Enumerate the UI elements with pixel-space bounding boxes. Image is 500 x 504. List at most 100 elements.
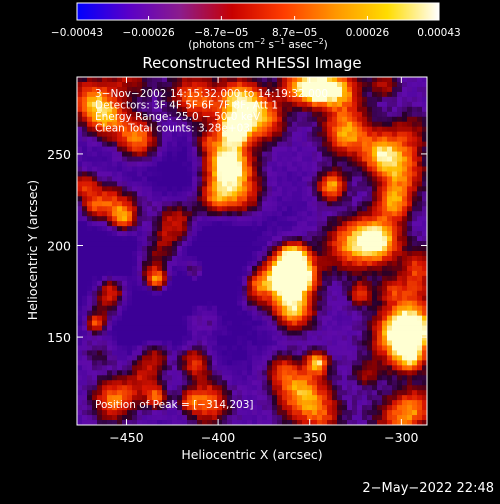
heatmap-cell (172, 121, 178, 128)
heatmap-cell (357, 126, 363, 133)
heatmap-cell (287, 77, 293, 83)
heatmap-cell (332, 81, 338, 88)
heatmap-cell (392, 375, 398, 381)
heatmap-cell (242, 91, 248, 98)
heatmap-cell (372, 375, 378, 381)
heatmap-cell (322, 340, 328, 346)
heatmap-cell (192, 141, 198, 147)
heatmap-cell (362, 156, 368, 162)
heatmap-cell (232, 350, 238, 356)
heatmap-cell (252, 211, 258, 217)
heatmap-cell (212, 285, 218, 292)
heatmap-cell (377, 81, 383, 88)
heatmap-cell (392, 141, 398, 147)
heatmap-cell (92, 345, 98, 351)
heatmap-cell (317, 196, 323, 202)
heatmap-cell (117, 280, 123, 287)
heatmap-cell (332, 186, 338, 192)
heatmap-cell (292, 310, 298, 317)
heatmap-cell (367, 191, 373, 197)
heatmap-cell (202, 246, 208, 252)
heatmap-cell (197, 405, 203, 411)
heatmap-cell (287, 116, 293, 123)
heatmap-cell (182, 280, 188, 287)
heatmap-cell (122, 370, 128, 376)
heatmap-cell (117, 201, 123, 207)
heatmap-cell (237, 390, 243, 396)
heatmap-cell (122, 340, 128, 346)
heatmap-cell (282, 126, 288, 133)
heatmap-cell (117, 310, 123, 317)
heatmap-cell (292, 211, 298, 217)
heatmap-cell (152, 201, 158, 207)
heatmap-cell (117, 121, 123, 128)
heatmap-cell (347, 270, 353, 277)
heatmap-cell (112, 101, 118, 108)
heatmap-cell (82, 300, 88, 307)
heatmap-cell (312, 186, 318, 192)
heatmap-cell (242, 96, 248, 103)
heatmap-cell (247, 81, 253, 88)
heatmap-cell (342, 285, 348, 292)
heatmap-cell (422, 295, 427, 302)
heatmap-cell (207, 420, 213, 425)
heatmap-cell (157, 96, 163, 103)
heatmap-cell (312, 226, 318, 232)
heatmap-cell (277, 330, 283, 336)
heatmap-cell (267, 77, 273, 83)
heatmap-cell (157, 246, 163, 252)
heatmap-cell (117, 241, 123, 247)
heatmap-cell (227, 226, 233, 232)
heatmap-cell (347, 236, 353, 242)
heatmap-cell (382, 335, 388, 341)
colorbar-tick-label: 0.00026 (346, 27, 390, 39)
heatmap-cell (217, 136, 223, 143)
heatmap-cell (182, 236, 188, 242)
heatmap-cell (422, 191, 427, 197)
heatmap-cell (172, 270, 178, 277)
heatmap-cell (347, 126, 353, 133)
heatmap-cell (167, 106, 173, 113)
heatmap-cell (332, 345, 338, 351)
heatmap-cell (272, 385, 278, 391)
heatmap-cell (122, 231, 128, 237)
heatmap-cell (387, 345, 393, 351)
heatmap-cell (132, 126, 138, 133)
heatmap-cell (132, 310, 138, 317)
heatmap-cell (347, 295, 353, 302)
heatmap-cell (177, 360, 183, 366)
heatmap-cell (337, 285, 343, 292)
heatmap-cell (152, 380, 158, 386)
heatmap-cell (127, 345, 133, 351)
heatmap-cell (112, 141, 118, 147)
heatmap-cell (177, 77, 183, 83)
heatmap-cell (422, 255, 427, 262)
heatmap-cell (242, 275, 248, 282)
heatmap-cell (302, 151, 308, 157)
heatmap-cell (102, 241, 108, 247)
heatmap-cell (267, 355, 273, 361)
heatmap-cell (422, 111, 427, 118)
heatmap-cell (132, 206, 138, 212)
heatmap-cell (342, 91, 348, 98)
heatmap-cell (357, 196, 363, 202)
heatmap-cell (292, 340, 298, 346)
heatmap-cell (82, 146, 88, 152)
heatmap-cell (327, 255, 333, 262)
heatmap-cell (362, 171, 368, 177)
heatmap-cell (257, 206, 263, 212)
heatmap-cell (392, 400, 398, 406)
heatmap-cell (367, 395, 373, 401)
heatmap-cell (142, 161, 148, 167)
heatmap-cell (322, 375, 328, 381)
heatmap-cell (342, 161, 348, 167)
heatmap-cell (382, 410, 388, 416)
heatmap-cell (222, 270, 228, 277)
heatmap-cell (317, 350, 323, 356)
heatmap-cell (332, 385, 338, 391)
heatmap-cell (217, 196, 223, 202)
heatmap-cell (422, 116, 427, 123)
heatmap-cell (272, 201, 278, 207)
heatmap-cell (372, 181, 378, 187)
heatmap-cell (227, 335, 233, 341)
